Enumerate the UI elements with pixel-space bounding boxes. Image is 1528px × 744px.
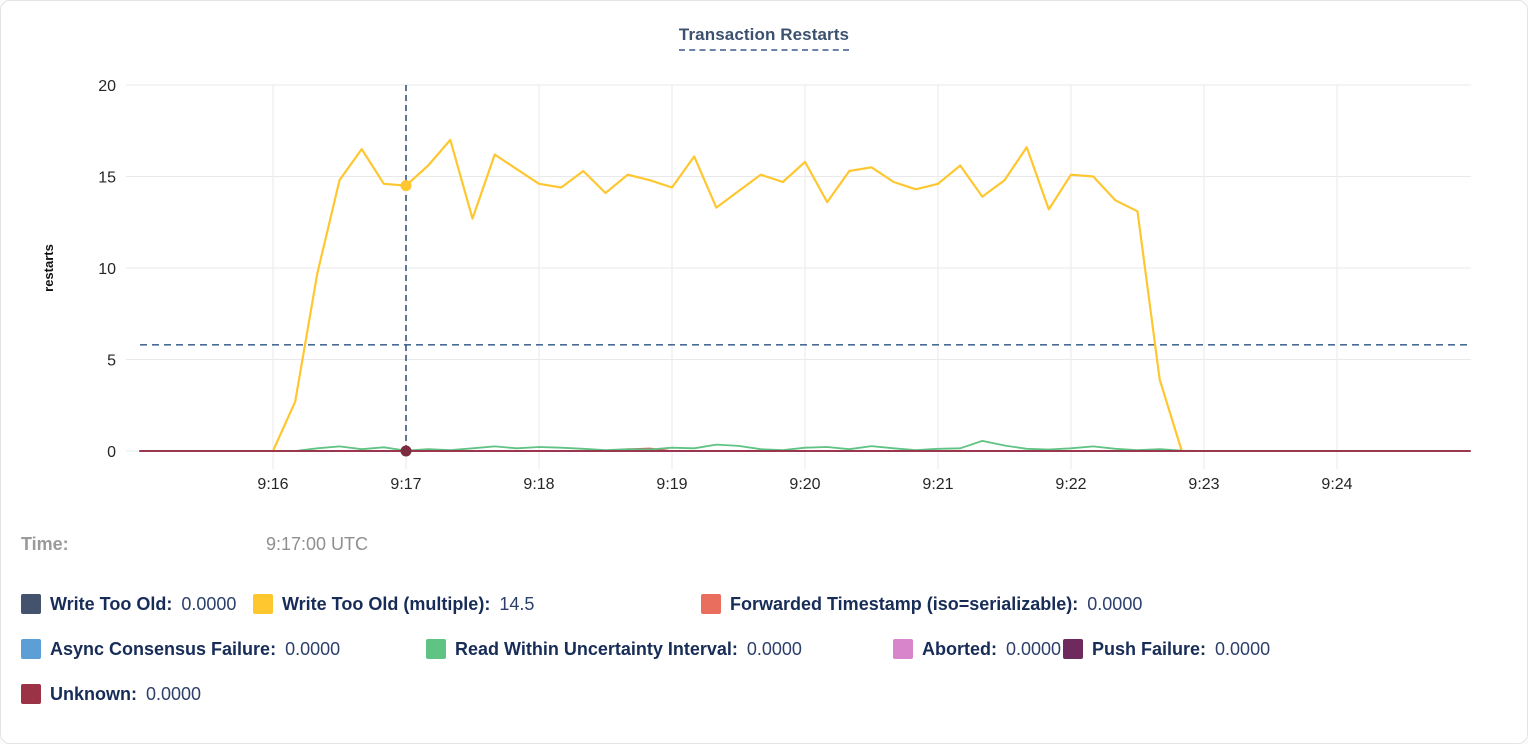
legend-color-swatch-icon — [893, 639, 913, 659]
legend-color-swatch-icon — [1063, 639, 1083, 659]
legend-item-label: Unknown: — [50, 683, 137, 704]
svg-text:15: 15 — [98, 170, 116, 187]
chart-title-wrap: Transaction Restarts — [1, 25, 1527, 51]
svg-text:10: 10 — [98, 261, 116, 278]
svg-text:9:20: 9:20 — [789, 476, 820, 493]
svg-text:9:18: 9:18 — [523, 476, 554, 493]
legend-item-aborted[interactable]: Aborted: 0.0000 — [893, 639, 1063, 660]
svg-text:9:21: 9:21 — [922, 476, 953, 493]
legend-item-label: Write Too Old (multiple): — [282, 593, 491, 614]
legend-row-2: Async Consensus Failure: 0.0000 Read Wit… — [21, 636, 1270, 662]
legend-item-label: Push Failure: — [1092, 638, 1207, 659]
legend-item-value: 0.0000 — [1087, 593, 1143, 614]
time-value: 9:17:00 UTC — [266, 534, 369, 554]
legend-item-value: 0.0000 — [181, 593, 237, 614]
svg-text:0: 0 — [107, 444, 116, 461]
svg-text:9:23: 9:23 — [1188, 476, 1219, 493]
legend-color-swatch-icon — [21, 594, 41, 614]
legend-color-swatch-icon — [701, 594, 721, 614]
legend-item-value: 0.0000 — [285, 638, 341, 659]
legend-item-value: 0.0000 — [746, 638, 802, 659]
hover-time-row: Time: 9:17:00 UTC — [1, 534, 1527, 558]
time-label: Time: — [21, 534, 69, 554]
svg-text:9:22: 9:22 — [1055, 476, 1086, 493]
svg-text:9:16: 9:16 — [257, 476, 288, 493]
legend-row-1: Write Too Old: 0.0000 Write Too Old (mul… — [21, 591, 1142, 617]
legend-item-label: Read Within Uncertainty Interval: — [455, 638, 738, 659]
legend-color-swatch-icon — [21, 684, 41, 704]
transaction-restarts-chart[interactable]: 0 5 10 15 20 9:16 9:17 9:18 9:19 9:20 9:21 9:22 9:23… — [1, 1, 1528, 513]
y-axis-title: restarts — [41, 244, 56, 292]
legend-item-label: Write Too Old: — [50, 593, 173, 614]
hover-point-dot — [400, 180, 412, 192]
legend-item-read-within-uncertainty[interactable]: Read Within Uncertainty Interval: 0.0000 — [426, 639, 893, 660]
svg-text:5: 5 — [107, 353, 116, 370]
svg-text:9:17: 9:17 — [390, 476, 421, 493]
svg-text:20: 20 — [98, 78, 116, 95]
legend-item-value: 0.0000 — [146, 683, 202, 704]
svg-text:9:19: 9:19 — [656, 476, 687, 493]
legend-item-async-consensus-failure[interactable]: Async Consensus Failure: 0.0000 — [21, 639, 426, 660]
legend-item-write-too-old[interactable]: Write Too Old: 0.0000 — [21, 594, 253, 615]
legend-color-swatch-icon — [426, 639, 446, 659]
legend-item-label: Aborted: — [922, 638, 997, 659]
legend-item-write-too-old-multiple[interactable]: Write Too Old (multiple): 14.5 — [253, 594, 701, 615]
legend-row-3: Unknown: 0.0000 — [21, 681, 201, 707]
legend-item-unknown[interactable]: Unknown: 0.0000 — [21, 684, 201, 705]
hover-point-dot — [400, 445, 412, 457]
legend-item-value: 0.0000 — [1006, 638, 1062, 659]
legend-color-swatch-icon — [253, 594, 273, 614]
legend-item-push-failure[interactable]: Push Failure: 0.0000 — [1063, 639, 1270, 660]
legend-item-value: 0.0000 — [1215, 638, 1271, 659]
legend-item-label: Forwarded Timestamp (iso=serializable): — [730, 593, 1079, 614]
legend-item-forwarded-timestamp[interactable]: Forwarded Timestamp (iso=serializable): … — [701, 594, 1142, 615]
legend-item-label: Async Consensus Failure: — [50, 638, 277, 659]
svg-text:9:24: 9:24 — [1321, 476, 1352, 493]
chart-title[interactable]: Transaction Restarts — [678, 25, 850, 51]
legend-item-value: 14.5 — [499, 593, 535, 614]
legend-color-swatch-icon — [21, 639, 41, 659]
